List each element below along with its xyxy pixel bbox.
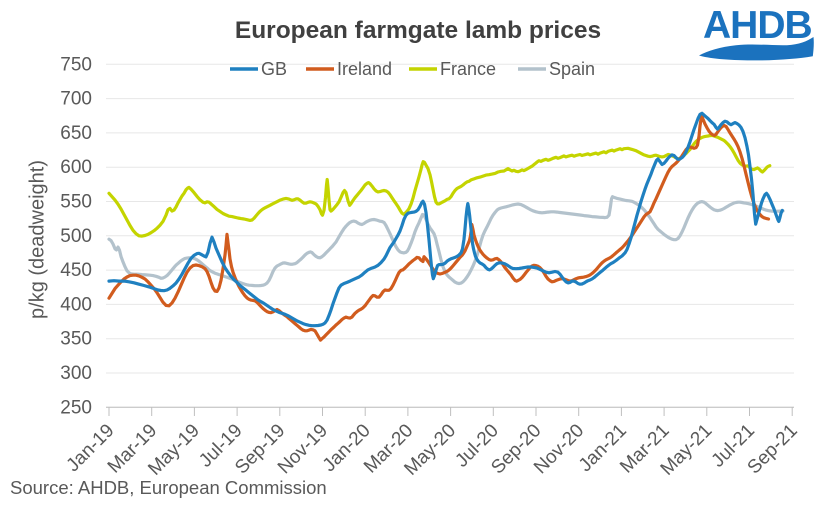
svg-text:250: 250 — [60, 397, 92, 418]
svg-text:AHDB: AHDB — [703, 4, 812, 47]
svg-text:450: 450 — [60, 260, 92, 281]
svg-text:p/kg (deadweight): p/kg (deadweight) — [27, 160, 49, 319]
svg-text:550: 550 — [60, 192, 92, 213]
svg-text:Ireland: Ireland — [337, 59, 392, 79]
svg-text:350: 350 — [60, 329, 92, 350]
svg-text:GB: GB — [261, 59, 287, 79]
svg-text:Spain: Spain — [549, 59, 595, 79]
svg-text:500: 500 — [60, 226, 92, 247]
svg-text:700: 700 — [60, 89, 92, 110]
svg-text:400: 400 — [60, 294, 92, 315]
svg-text:Source: AHDB, European Commiss: Source: AHDB, European Commission — [10, 477, 327, 498]
svg-text:France: France — [440, 59, 496, 79]
svg-text:300: 300 — [60, 363, 92, 384]
svg-text:European farmgate lamb prices: European farmgate lamb prices — [235, 17, 601, 44]
svg-text:750: 750 — [60, 54, 92, 75]
svg-text:600: 600 — [60, 157, 92, 178]
svg-text:650: 650 — [60, 123, 92, 144]
